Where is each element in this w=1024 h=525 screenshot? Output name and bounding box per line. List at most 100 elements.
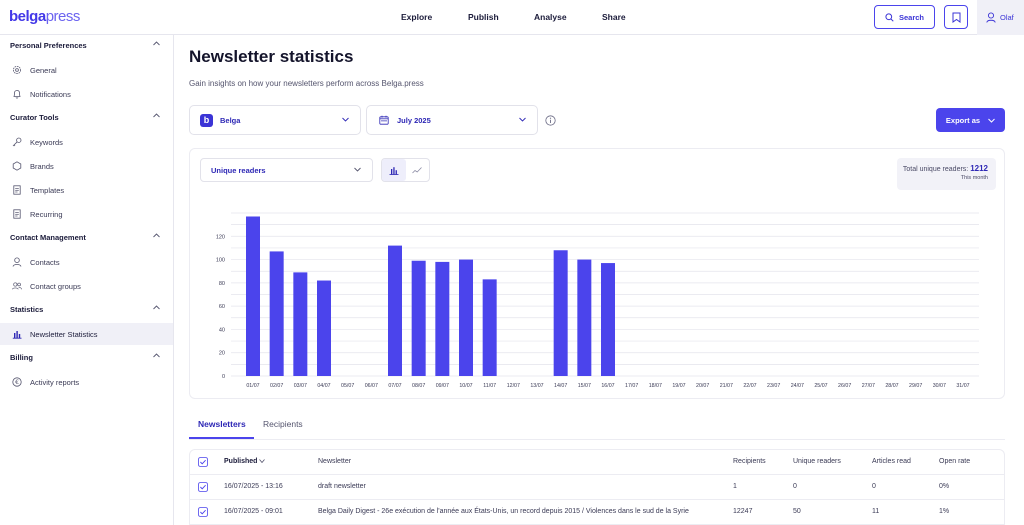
export-button[interactable]: Export as bbox=[936, 108, 1005, 132]
section-title: Statistics bbox=[10, 304, 44, 314]
line-chart-icon bbox=[412, 166, 423, 173]
column-label: Published bbox=[224, 458, 258, 465]
bar-07-07[interactable] bbox=[388, 245, 402, 376]
col-published[interactable]: Published bbox=[224, 458, 266, 465]
x-tick-label: 11/07 bbox=[483, 383, 496, 389]
bar-16-07[interactable] bbox=[601, 263, 615, 376]
sidebar-item-activity-reports[interactable]: € Activity reports bbox=[0, 371, 173, 393]
sidebar-item-label: Newsletter Statistics bbox=[30, 329, 98, 339]
x-tick-label: 12/07 bbox=[507, 383, 520, 389]
user-menu[interactable]: Olaf bbox=[977, 0, 1024, 35]
chevron-up-icon bbox=[153, 353, 160, 358]
bar-01-07[interactable] bbox=[246, 216, 260, 376]
section-personal-preferences[interactable]: Personal Preferences bbox=[0, 35, 174, 55]
x-tick-label: 10/07 bbox=[459, 383, 472, 389]
nav-explore[interactable]: Explore bbox=[401, 12, 433, 22]
unique-readers-bar-chart: 0 20 40 60 80 100 120 01/07 02/07 03/07 04/07 05/07… bbox=[216, 212, 979, 389]
active-tab-indicator bbox=[189, 437, 254, 439]
bar-08-07[interactable] bbox=[411, 260, 426, 376]
nav-publish[interactable]: Publish bbox=[468, 12, 499, 22]
row-checkbox[interactable] bbox=[198, 482, 208, 492]
section-title: Curator Tools bbox=[10, 112, 59, 122]
metric-select[interactable]: Unique readers bbox=[200, 158, 373, 182]
section-statistics[interactable]: Statistics bbox=[0, 299, 174, 319]
table-header-row: Published Newsletter Recipients Unique r… bbox=[190, 450, 1004, 475]
y-tick-label: 60 bbox=[219, 304, 225, 310]
sidebar-item-brands[interactable]: Brands bbox=[0, 155, 173, 177]
date-select[interactable]: July 2025 bbox=[366, 105, 538, 135]
sidebar-item-label: Keywords bbox=[30, 137, 63, 147]
cell-articles-read: 11 bbox=[872, 508, 880, 515]
x-tick-label: 28/07 bbox=[885, 383, 898, 389]
sidebar-item-contact-groups[interactable]: Contact groups bbox=[0, 275, 173, 297]
brand-select[interactable]: b Belga bbox=[189, 105, 361, 135]
bar-10-07[interactable] bbox=[459, 259, 473, 376]
x-tick-label: 21/07 bbox=[720, 383, 733, 389]
bar-chart-toggle[interactable] bbox=[382, 159, 406, 181]
x-tick-label: 20/07 bbox=[696, 383, 709, 389]
total-label: Total unique readers: bbox=[902, 166, 969, 173]
sidebar-item-label: General bbox=[30, 65, 57, 75]
x-tick-label: 07/07 bbox=[388, 383, 401, 389]
belga-brand-icon: b bbox=[200, 113, 213, 127]
sidebar-item-label: Brands bbox=[30, 161, 54, 171]
tab-recipients[interactable]: Recipients bbox=[263, 419, 303, 429]
bar-03-07[interactable] bbox=[293, 272, 308, 376]
section-contact-management[interactable]: Contact Management bbox=[0, 227, 174, 247]
bar-02-07[interactable] bbox=[269, 251, 284, 376]
line-chart-toggle[interactable] bbox=[406, 159, 430, 181]
y-tick-label: 120 bbox=[216, 234, 225, 240]
bar-chart-icon bbox=[389, 166, 399, 175]
cell-published: 16/07/2025 - 09:01 bbox=[224, 508, 283, 515]
y-tick-label: 20 bbox=[219, 351, 225, 357]
tab-newsletters[interactable]: Newsletters bbox=[198, 419, 246, 429]
cell-recipients: 12247 bbox=[733, 508, 753, 515]
sidebar-item-newsletter-statistics[interactable]: Newsletter Statistics bbox=[0, 323, 173, 345]
bar-04-07[interactable] bbox=[317, 280, 331, 376]
table-row[interactable]: 16/07/2025 - 13:16 draft newsletter 1 0 … bbox=[190, 475, 1004, 500]
bar-15-07[interactable] bbox=[577, 259, 592, 376]
bookmark-icon bbox=[952, 12, 960, 23]
cell-published: 16/07/2025 - 13:16 bbox=[224, 483, 283, 490]
col-open-rate: Open rate bbox=[939, 458, 971, 465]
sidebar-item-recurring[interactable]: Recurring bbox=[0, 203, 173, 225]
x-tick-label: 05/07 bbox=[341, 383, 354, 389]
info-icon[interactable] bbox=[545, 115, 556, 126]
col-articles-read: Articles read bbox=[872, 458, 911, 465]
chevron-down-icon bbox=[342, 117, 349, 122]
x-tick-label: 29/07 bbox=[909, 383, 922, 389]
nav-analyse[interactable]: Analyse bbox=[534, 12, 567, 22]
user-icon bbox=[986, 12, 996, 23]
gear-icon bbox=[12, 65, 22, 75]
sidebar-item-notifications[interactable]: Notifications bbox=[0, 83, 173, 105]
chevron-up-icon bbox=[153, 233, 160, 238]
bookmarks-button[interactable] bbox=[944, 5, 968, 29]
belga-press-logo[interactable]: belgapress bbox=[9, 8, 80, 25]
bar-11-07[interactable] bbox=[482, 279, 497, 376]
export-label: Export as bbox=[945, 115, 981, 125]
x-tick-label: 30/07 bbox=[933, 383, 946, 389]
sidebar-item-keywords[interactable]: Keywords bbox=[0, 131, 173, 153]
section-title: Billing bbox=[10, 352, 33, 362]
section-billing[interactable]: Billing bbox=[0, 347, 174, 367]
nav-share[interactable]: Share bbox=[602, 12, 626, 22]
sidebar-item-general[interactable]: General bbox=[0, 59, 173, 81]
chart-type-toggle bbox=[381, 158, 430, 182]
row-checkbox[interactable] bbox=[198, 507, 208, 517]
sidebar-item-label: Activity reports bbox=[30, 377, 80, 387]
sidebar-item-templates[interactable]: Templates bbox=[0, 179, 173, 201]
y-tick-label: 0 bbox=[222, 374, 225, 380]
y-tick-label: 100 bbox=[216, 258, 225, 264]
x-tick-label: 15/07 bbox=[578, 383, 591, 389]
select-all-checkbox[interactable] bbox=[198, 457, 208, 467]
bar-14-07[interactable] bbox=[553, 250, 568, 376]
table-row[interactable]: 16/07/2025 - 09:01 Belga Daily Digest - … bbox=[190, 500, 1004, 525]
bar-09-07[interactable] bbox=[435, 261, 450, 376]
user-icon bbox=[12, 257, 22, 267]
section-curator-tools[interactable]: Curator Tools bbox=[0, 107, 174, 127]
search-button[interactable]: Search bbox=[874, 5, 935, 29]
search-label: Search bbox=[898, 12, 925, 22]
document-icon bbox=[12, 185, 22, 195]
x-tick-label: 22/07 bbox=[743, 383, 756, 389]
sidebar-item-contacts[interactable]: Contacts bbox=[0, 251, 173, 273]
